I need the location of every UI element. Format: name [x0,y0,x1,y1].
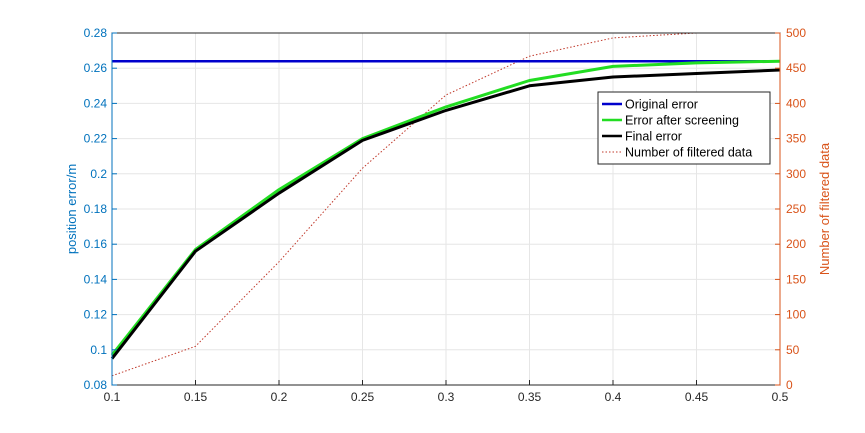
legend-label: Original error [625,98,698,112]
y-right-tick-label: 0 [786,378,793,392]
y-left-tick-label: 0.24 [84,96,108,110]
y-left-tick-label: 0.12 [84,308,108,322]
x-tick-label: 0.1 [104,390,121,404]
y-left-tick-label: 0.28 [84,26,108,40]
legend-label: Final error [625,130,682,144]
x-tick-label: 0.2 [271,390,288,404]
y-left-tick-label: 0.1 [90,343,107,357]
y-right-tick-label: 500 [786,26,806,40]
x-tick-label: 0.45 [685,390,709,404]
y-left-tick-label: 0.18 [84,202,108,216]
y-left-tick-label: 0.08 [84,378,108,392]
y-right-tick-label: 50 [786,343,800,357]
x-tick-label: 0.35 [518,390,542,404]
y-right-tick-label: 300 [786,167,806,181]
y-right-tick-label: 250 [786,202,806,216]
y-right-tick-label: 150 [786,272,806,286]
y-left-tick-label: 0.2 [90,167,107,181]
x-axis: 0.1 0.15 0.2 0.25 0.3 0.35 0.4 0.45 0.5 [104,380,789,404]
y-right-tick-label: 100 [786,308,806,322]
x-tick-label: 0.5 [772,390,789,404]
legend-box [597,91,771,165]
series-layer [110,32,781,377]
y-right-tick-label: 350 [786,132,806,146]
y-left-tick-label: 0.14 [84,272,108,286]
series-line-error-after-screening [110,59,781,357]
y-left-tick-label: 0.16 [84,237,108,251]
y-axis-right-title: Number of filtered data [817,142,832,275]
y-axis-right: 0 50 100 150 200 250 300 350 400 450 500 [775,26,806,392]
x-tick-label: 0.4 [605,390,622,404]
x-tick-label: 0.25 [351,390,375,404]
y-right-tick-label: 400 [786,96,806,110]
legend: Original error Error after screening Final… [597,91,771,165]
x-tick-label: 0.15 [184,390,208,404]
y-right-tick-label: 200 [786,237,806,251]
y-left-tick-label: 0.26 [84,61,108,75]
y-left-tick-label: 0.22 [84,132,108,146]
x-tick-label: 0.3 [438,390,455,404]
legend-label: Error after screening [625,114,739,128]
y-right-tick-label: 450 [786,61,806,75]
y-axis-left-title: position error/m [64,164,79,254]
legend-label: Number of filtered data [625,146,752,160]
series-line-final-error [110,68,781,360]
y-axis-left: 0.08 0.1 0.12 0.14 0.16 0.18 0.2 0.22 0.24 0.26 0.… [84,26,117,392]
